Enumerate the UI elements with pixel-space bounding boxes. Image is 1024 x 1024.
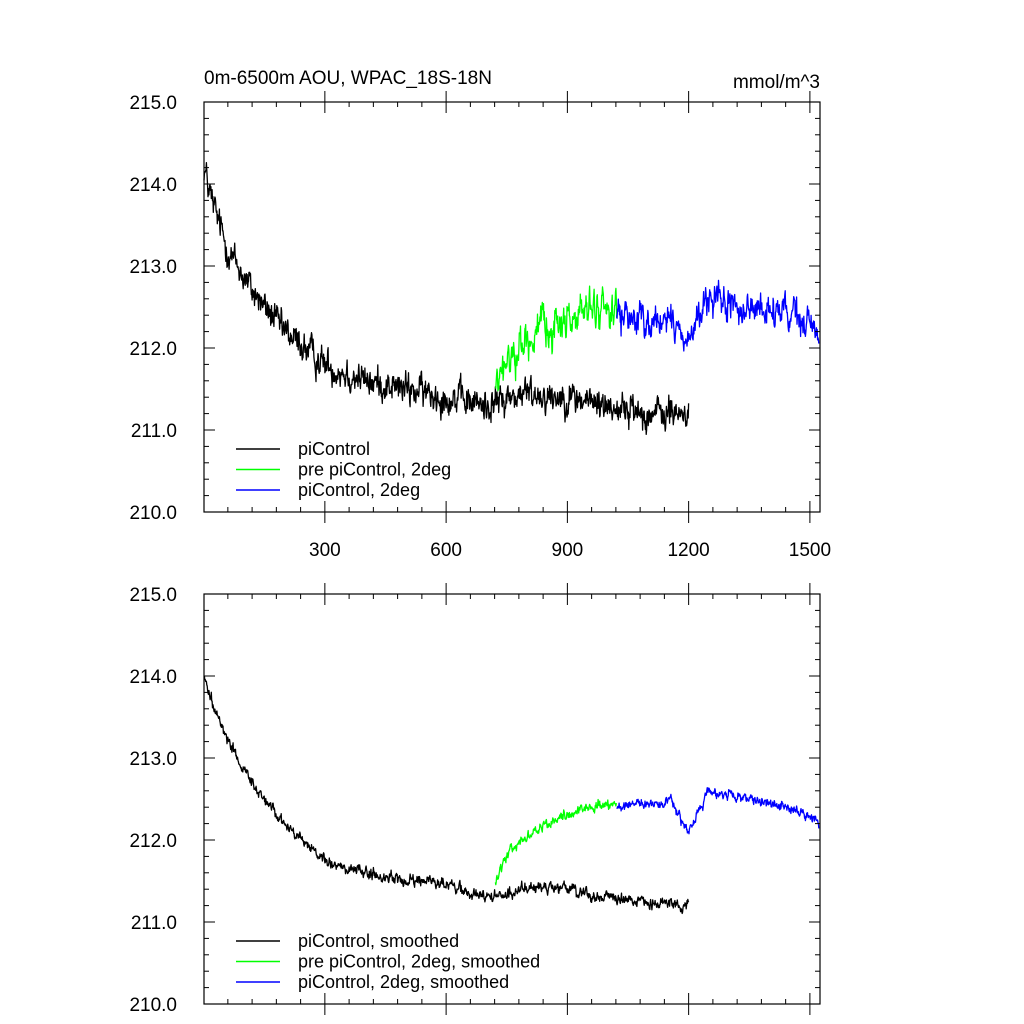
x-tick-label: 1200 (667, 540, 709, 561)
x-tick-label: 600 (430, 540, 462, 561)
legend-label: pre piControl, 2deg, smoothed (298, 952, 540, 972)
y-tick-label: 213.0 (129, 749, 177, 770)
y-tick-label: 212.0 (129, 339, 177, 360)
y-tick-label: 212.0 (129, 831, 177, 852)
series-line-picontrol (203, 162, 690, 436)
legend-label: piControl, smoothed (298, 931, 459, 951)
legend-label: piControl (298, 439, 370, 459)
units-label: mmol/m^3 (733, 72, 820, 93)
series-line-picontrol-smoothed (203, 675, 690, 915)
y-tick-label: 211.0 (131, 913, 177, 934)
x-tick-label: 1500 (789, 540, 831, 561)
series-line-picontrol-2deg (616, 279, 820, 352)
chart-bottom: 210.0 211.0 212.0 213.0 214.0 215.0 piControl… (129, 583, 821, 1016)
x-tick-label: 300 (309, 540, 341, 561)
y-tick-label: 214.0 (129, 175, 177, 196)
legend-label: piControl, 2deg, smoothed (298, 972, 509, 992)
axes: 210.0 211.0 212.0 213.0 214.0 215.0 300 600 900 1… (129, 91, 831, 561)
chart-top: 0m-6500m AOU, WPAC_18S-18N mmol/m^3 210.… (129, 68, 831, 561)
y-tick-label: 214.0 (129, 667, 177, 688)
series-line-pre-picontrol-2deg-smoothed (494, 798, 617, 886)
y-tick-label: 215.0 (129, 585, 177, 606)
y-tick-label: 213.0 (129, 257, 177, 278)
y-tick-label: 215.0 (129, 93, 177, 114)
series-group (203, 675, 820, 915)
series-line-picontrol-2deg-smoothed (616, 787, 820, 835)
plot-frame (203, 101, 821, 513)
legend-label: piControl, 2deg (298, 480, 420, 500)
plot-frame (203, 593, 821, 1005)
y-tick-label: 211.0 (131, 421, 177, 442)
x-tick-label: 900 (552, 540, 584, 561)
series-group (203, 162, 820, 436)
legend-label: pre piControl, 2deg (298, 460, 451, 480)
series-line-pre-picontrol-2deg (495, 285, 618, 392)
chart-title: 0m-6500m AOU, WPAC_18S-18N (204, 68, 492, 89)
y-tick-label: 210.0 (129, 995, 177, 1016)
y-tick-label: 210.0 (129, 503, 177, 524)
